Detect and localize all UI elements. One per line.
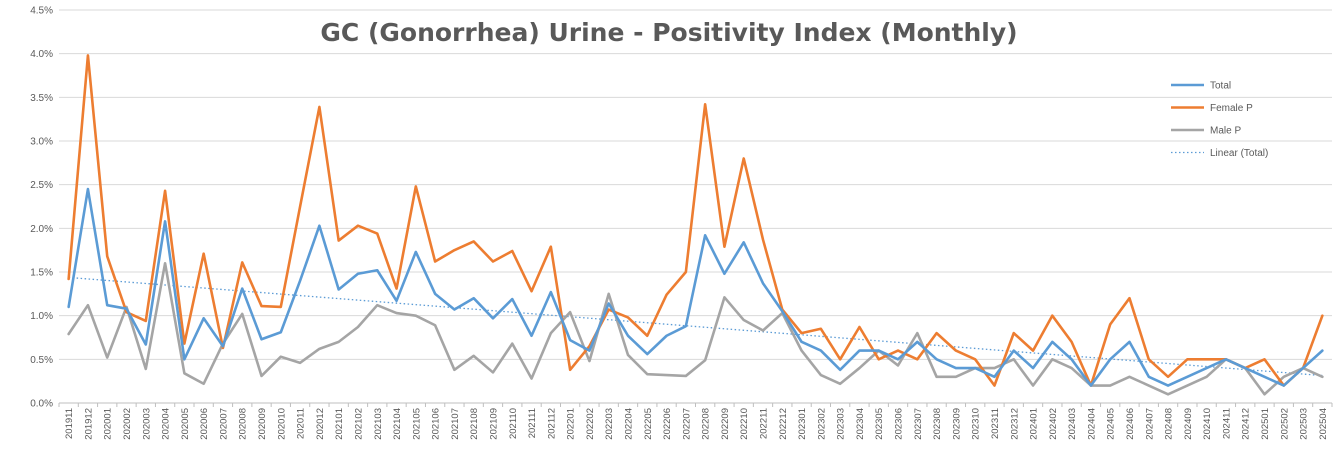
x-tick-label: 202405	[1106, 408, 1117, 440]
trendline-linear-total	[68, 276, 1323, 377]
y-tick-label: 1.5%	[30, 268, 53, 279]
trendline-layer	[68, 276, 1323, 377]
x-tick-label: 202301	[797, 408, 808, 440]
axes	[58, 402, 1333, 407]
y-tick-label: 4.0%	[30, 49, 53, 60]
y-tick-label: 2.0%	[30, 224, 53, 235]
x-tick-label: 202203	[604, 408, 615, 440]
x-tick-label: 202403	[1067, 408, 1078, 440]
x-tick-label: 202404	[1086, 408, 1097, 440]
y-tick-label: 0.5%	[30, 355, 53, 366]
x-tick-label: 202105	[411, 408, 422, 440]
x-tick-label: 202503	[1299, 408, 1310, 440]
x-tick-label: 202108	[469, 408, 480, 440]
x-tick-label: 202302	[816, 408, 827, 440]
x-tick-label: 202311	[990, 408, 1001, 439]
y-tick-labels: 0.0% 0.5% 1.0% 1.5% 2.0% 2.5% 3.0% 3.5% 4.0% 4.5%	[30, 6, 53, 410]
x-tick-label: 202112	[546, 408, 557, 439]
series-line-male-p	[67, 261, 1324, 396]
x-tick-label: 202408	[1164, 408, 1175, 440]
x-tick-label: 202107	[450, 408, 461, 440]
y-tick-label: 4.5%	[30, 6, 53, 17]
x-tick-label: 202402	[1048, 408, 1059, 440]
x-tick-label: 202008	[238, 408, 249, 440]
x-tick-label: 202209	[720, 408, 731, 440]
chart-title: GC (Gonorrhea) Urine - Positivity Index …	[320, 18, 1017, 47]
legend-label-linear-total: Linear (Total)	[1210, 148, 1268, 159]
x-tick-label: 202103	[373, 408, 384, 440]
x-tick-label: 202210	[739, 408, 750, 440]
x-tick-label: 202207	[681, 408, 692, 440]
x-tick-label: 202304	[855, 408, 866, 440]
x-tick-label: 202312	[1009, 408, 1020, 440]
legend-label-female-p: Female P	[1210, 103, 1253, 114]
x-tick-label: 202212	[778, 408, 789, 440]
x-tick-label: 202303	[836, 408, 847, 440]
x-tick-label: 202006	[199, 408, 210, 440]
x-tick-label: 202110	[508, 408, 519, 439]
y-tick-label: 3.5%	[30, 93, 53, 104]
x-tick-label: 202205	[643, 408, 654, 440]
legend-label-male-p: Male P	[1210, 126, 1241, 137]
y-tick-label: 3.0%	[30, 137, 53, 148]
x-tick-label: 202308	[932, 408, 943, 440]
x-tick-label: 202407	[1144, 408, 1155, 440]
x-tick-label: 202101	[334, 408, 345, 440]
x-tick-labels: 201911 201912 202001 202002 202003 202004 2020…	[64, 408, 1329, 440]
x-tick-label: 202208	[701, 408, 712, 440]
x-tick-label: 202202	[585, 408, 596, 440]
x-tick-label: 202412	[1241, 408, 1252, 440]
x-tick-label: 202201	[566, 408, 577, 440]
x-tick-label: 202406	[1125, 408, 1136, 440]
series-line-total	[67, 187, 1324, 387]
x-tick-label: 202502	[1279, 408, 1290, 440]
x-tick-label: 202504	[1318, 408, 1329, 440]
x-tick-label: 202004	[161, 408, 172, 440]
x-tick-label: 202102	[353, 408, 364, 440]
x-tick-label: 202206	[662, 408, 673, 440]
y-tick-label: 2.5%	[30, 180, 53, 191]
x-tick-label: 202409	[1183, 408, 1194, 440]
x-tick-label: 202411	[1221, 408, 1232, 439]
legend-label-total: Total	[1210, 81, 1231, 92]
x-tick-label: 202010	[276, 408, 287, 440]
x-tick-label: 202005	[180, 408, 191, 440]
x-tick-label: 202310	[971, 408, 982, 440]
x-tick-label: 202003	[141, 408, 152, 440]
x-tick-label: 202306	[894, 408, 905, 440]
x-tick-label: 202111	[527, 408, 538, 438]
x-tick-label: 202410	[1202, 408, 1213, 440]
x-tick-label: 202309	[951, 408, 962, 440]
x-tick-label: 202401	[1029, 408, 1040, 440]
series-lines	[67, 54, 1324, 396]
x-tick-label: 201911	[64, 408, 75, 439]
x-tick-label: 202002	[122, 408, 133, 440]
y-tick-label: 1.0%	[30, 311, 53, 322]
x-tick-label: 201912	[83, 408, 94, 440]
gridlines	[59, 9, 1332, 360]
x-tick-label: 202007	[218, 408, 229, 440]
x-tick-label: 202501	[1260, 408, 1271, 440]
x-tick-label: 202009	[257, 408, 268, 440]
x-tick-label: 202001	[103, 408, 114, 440]
y-tick-label: 0.0%	[30, 399, 53, 410]
x-tick-label: 202305	[874, 408, 885, 440]
x-tick-label: 202211	[759, 408, 770, 439]
x-tick-label: 202109	[488, 408, 499, 440]
x-tick-label: 202204	[623, 408, 634, 440]
x-tick-label: 202307	[913, 408, 924, 440]
x-tick-label: 202104	[392, 408, 403, 440]
x-tick-label: 202012	[315, 408, 326, 440]
x-tick-label: 202106	[431, 408, 442, 440]
legend: Total Female P Male P Linear (Total)	[1171, 81, 1268, 159]
series-line-female-p	[67, 54, 1324, 387]
x-tick-label: 202011	[296, 408, 307, 439]
